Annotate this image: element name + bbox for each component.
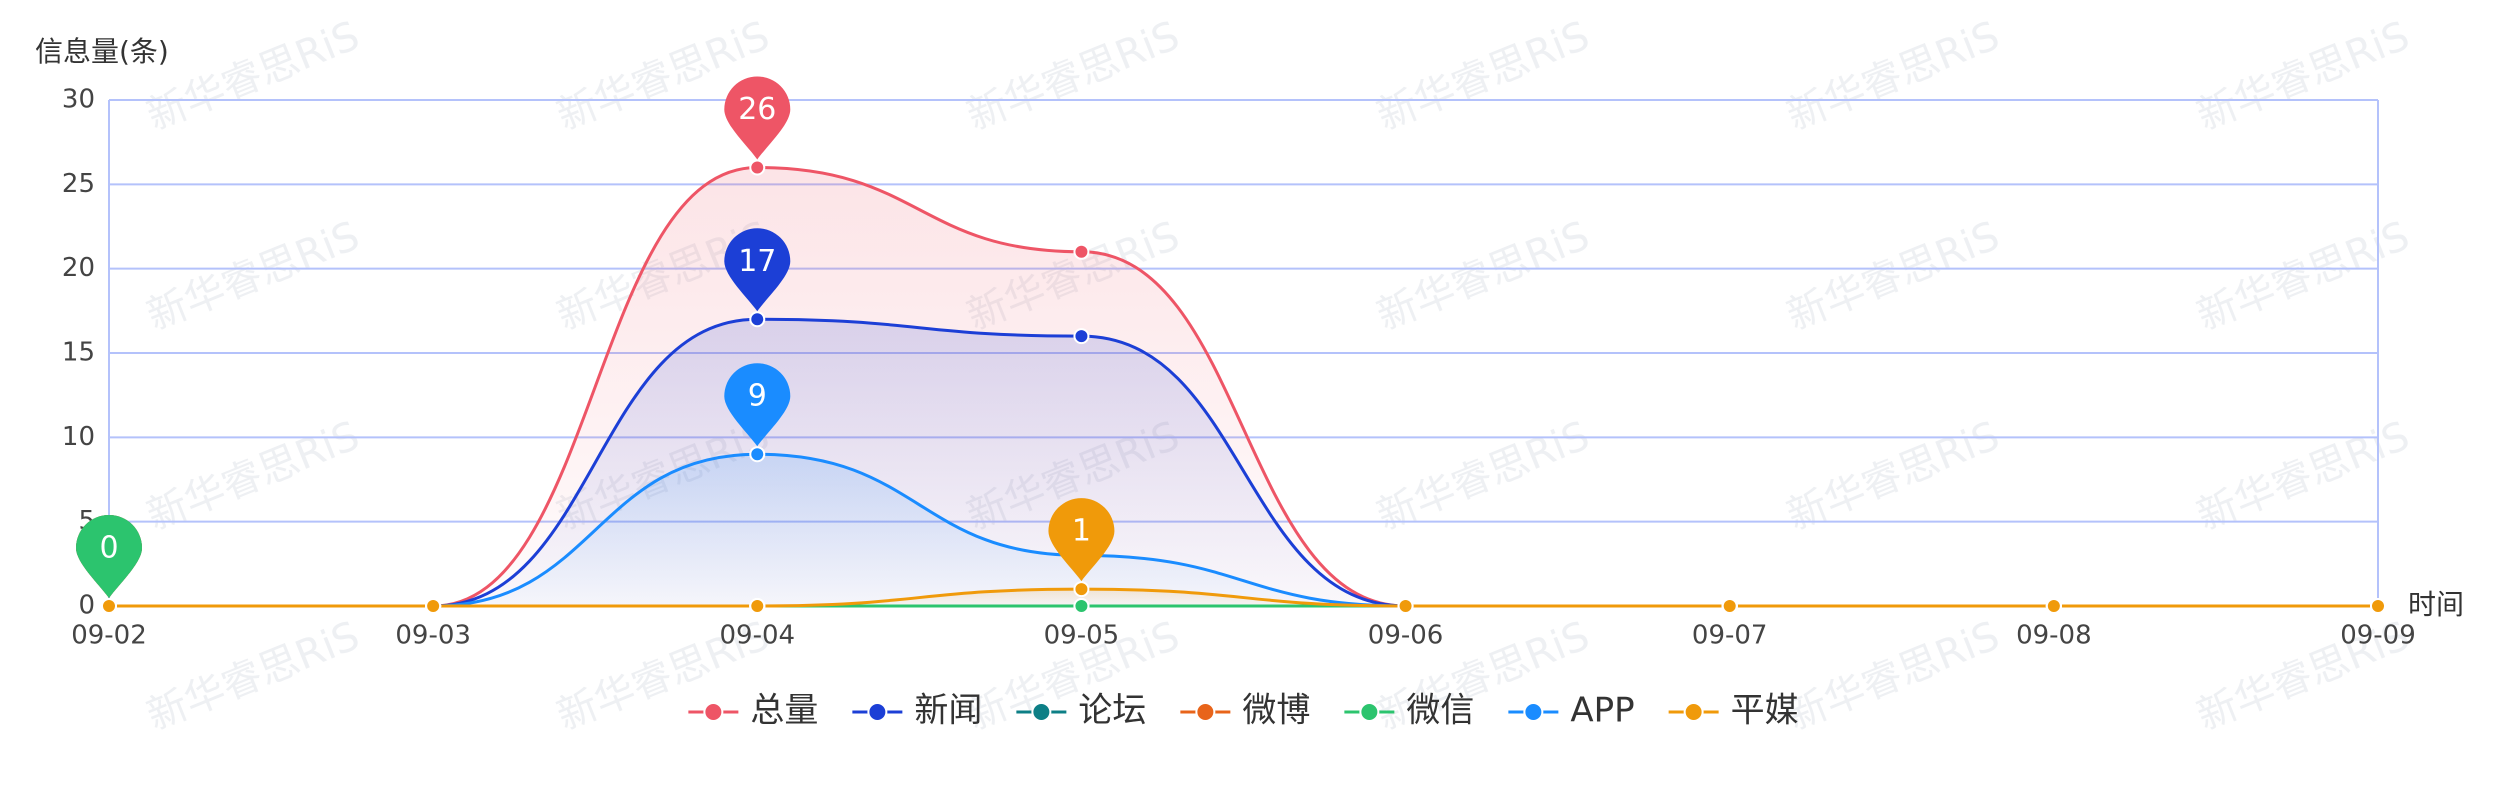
- legend-label: 总量: [750, 691, 818, 731]
- point: [1073, 598, 1090, 614]
- pin-label: 26: [738, 92, 776, 127]
- watermark: 新华睿思RiS: [2191, 13, 2416, 140]
- watermark: 新华睿思RiS: [1781, 613, 2006, 740]
- point: [101, 598, 117, 614]
- legend-marker: [1031, 702, 1052, 722]
- pin-label: 1: [1072, 514, 1091, 549]
- legend-label: 微信: [1406, 691, 1474, 731]
- legend-item: 微博: [1180, 691, 1310, 731]
- watermark: 新华睿思RiS: [1781, 213, 2006, 340]
- watermark: 新华睿思RiS: [2191, 213, 2416, 340]
- point: [1397, 598, 1414, 614]
- legend-marker: [1359, 702, 1380, 722]
- watermark: 新华睿思RiS: [141, 13, 366, 140]
- watermark: 新华睿思RiS: [141, 613, 366, 740]
- watermark: 新华睿思RiS: [1371, 13, 1596, 140]
- point: [1073, 581, 1090, 598]
- area: [109, 589, 2378, 606]
- max-pin: [724, 228, 791, 312]
- legend: 总量 新闻 论坛 微博 微信 APP 平媒: [688, 691, 1799, 731]
- legend-item: 总量: [688, 691, 818, 731]
- point: [1721, 598, 1738, 614]
- legend-item: 论坛: [1016, 691, 1146, 731]
- x-tick-label: 09-04: [720, 621, 796, 651]
- pins: 261700091: [76, 76, 1115, 598]
- y-tick-label: 0: [78, 591, 95, 621]
- line: [109, 587, 2378, 608]
- max-pin: [724, 76, 791, 160]
- x-axis-name: 时间: [2408, 588, 2464, 621]
- point: [2045, 598, 2062, 614]
- x-tick-label: 09-05: [1044, 621, 1120, 651]
- area: [109, 454, 2378, 606]
- pin-label: 17: [738, 244, 776, 279]
- y-tick-label: 10: [62, 422, 95, 452]
- watermark: 新华睿思RiS: [1781, 413, 2006, 540]
- areas: [109, 167, 2378, 606]
- max-pin: [1048, 498, 1115, 582]
- max-pin: [724, 363, 791, 447]
- point: [1073, 328, 1090, 345]
- lines: [109, 165, 2378, 608]
- legend-label: 平媒: [1731, 691, 1799, 731]
- point: [2370, 598, 2386, 614]
- max-pin: [76, 515, 142, 598]
- pin-label: 0: [99, 531, 118, 566]
- watermark: 新华睿思RiS: [1781, 13, 2006, 140]
- legend-marker: [703, 702, 724, 722]
- point: [1073, 243, 1090, 260]
- watermark: 新华睿思RiS: [141, 413, 366, 540]
- legend-marker: [1683, 702, 1704, 722]
- y-tick-label: 30: [62, 85, 95, 115]
- legend-label: APP: [1570, 691, 1634, 731]
- x-tick-label: 09-08: [2016, 621, 2092, 651]
- x-tick-label: 09-09: [2340, 621, 2416, 651]
- y-tick-label: 25: [62, 169, 95, 199]
- x-tick-label: 09-03: [395, 621, 471, 651]
- watermark: 新华睿思RiS: [1371, 413, 1596, 540]
- legend-label: 微博: [1242, 691, 1310, 731]
- legend-label: 论坛: [1078, 691, 1146, 731]
- point: [749, 598, 766, 614]
- x-tick-label: 09-06: [1368, 621, 1444, 651]
- y-axis-name: 信息量(条): [35, 35, 169, 68]
- point: [749, 446, 766, 463]
- y-tick-label: 20: [62, 253, 95, 283]
- legend-label: 新闻: [914, 691, 982, 731]
- y-tick-label: 15: [62, 338, 95, 368]
- pin-label: 9: [748, 379, 767, 414]
- point: [749, 311, 766, 328]
- legend-marker: [867, 702, 888, 722]
- legend-item: 微信: [1344, 691, 1474, 731]
- watermark: 新华睿思RiS: [2191, 413, 2416, 540]
- watermark: 新华睿思RiS: [1371, 213, 1596, 340]
- x-tick-label: 09-07: [1692, 621, 1768, 651]
- point: [749, 159, 766, 176]
- legend-marker: [1523, 702, 1544, 722]
- watermark: 新华睿思RiS: [961, 13, 1186, 140]
- legend-marker: [1195, 702, 1216, 722]
- legend-item: 新闻: [852, 691, 982, 731]
- point: [425, 598, 442, 614]
- watermark: 新华睿思RiS: [141, 213, 366, 340]
- x-tick-label: 09-02: [71, 621, 147, 651]
- legend-item: APP: [1508, 691, 1635, 731]
- legend-item: 平媒: [1668, 691, 1799, 731]
